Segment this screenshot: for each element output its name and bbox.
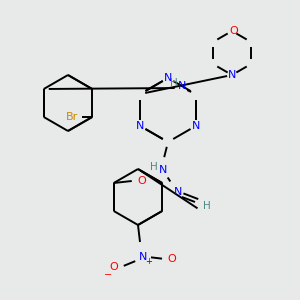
- Text: H: H: [150, 162, 158, 172]
- Text: N: N: [136, 121, 145, 131]
- Text: N: N: [174, 187, 182, 197]
- Text: N: N: [159, 165, 167, 175]
- Text: O: O: [230, 26, 238, 36]
- Text: Br: Br: [66, 112, 78, 122]
- Text: −: −: [104, 270, 112, 280]
- Text: N: N: [191, 121, 200, 131]
- Text: N: N: [164, 73, 172, 83]
- Text: N: N: [178, 81, 186, 91]
- Text: O: O: [168, 254, 176, 264]
- Text: N: N: [139, 252, 147, 262]
- Text: N: N: [228, 70, 236, 80]
- Text: H: H: [203, 201, 211, 211]
- Text: O: O: [137, 176, 146, 186]
- Text: H: H: [170, 78, 178, 88]
- Text: +: +: [146, 257, 152, 266]
- Text: O: O: [110, 262, 118, 272]
